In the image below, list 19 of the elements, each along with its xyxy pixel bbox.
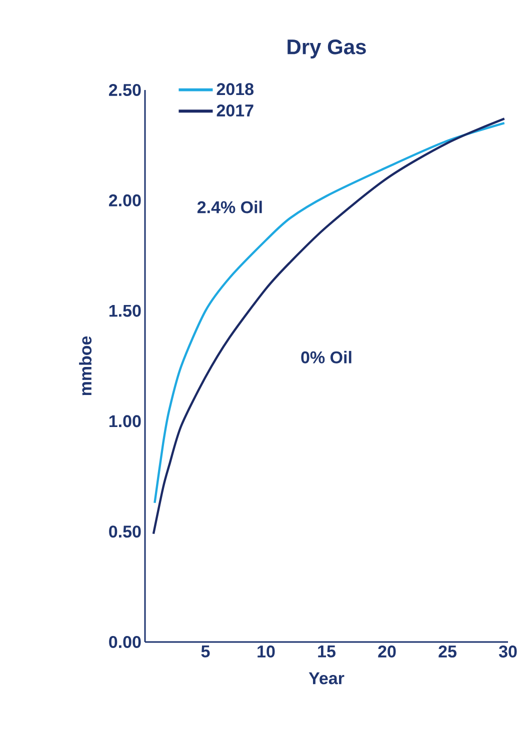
annotation: 0% Oil bbox=[301, 350, 352, 364]
y-tick-label: 0.00 bbox=[109, 636, 141, 648]
y-tick-label: 1.00 bbox=[109, 415, 141, 428]
y-tick-label: 2.00 bbox=[108, 194, 141, 206]
annotation: 2.4% Oil bbox=[197, 200, 262, 214]
y-tick-label: 0.50 bbox=[109, 526, 141, 538]
chart-title: Dry Gas bbox=[288, 39, 366, 58]
x-tick-label: 25 bbox=[438, 646, 456, 658]
y-tick-label: 1.50 bbox=[109, 304, 141, 317]
x-tick-label: 10 bbox=[258, 646, 275, 658]
y-axis-title: mmboe bbox=[79, 336, 92, 396]
x-axis-title: Year bbox=[308, 672, 344, 684]
legend-label: 2017 bbox=[216, 104, 254, 117]
x-tick-label: 15 bbox=[318, 646, 336, 658]
legend-label: 2018 bbox=[216, 83, 254, 96]
x-tick-label: 30 bbox=[498, 646, 517, 658]
x-tick-label: 5 bbox=[201, 646, 210, 658]
x-tick-label: 20 bbox=[378, 646, 396, 658]
y-tick-label: 2.50 bbox=[108, 84, 141, 96]
